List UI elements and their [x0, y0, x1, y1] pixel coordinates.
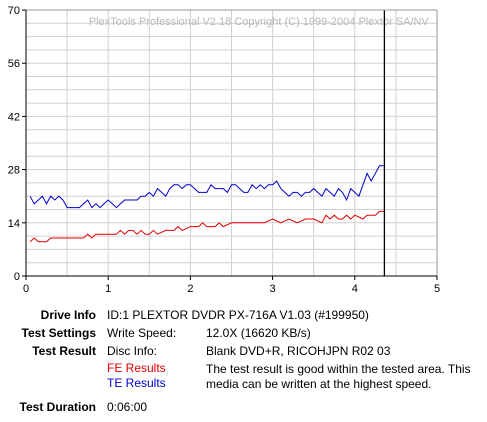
- error-chart: PlexTools Professional V2.18 Copyright (…: [8, 5, 440, 295]
- y-tick-label: 42: [8, 111, 20, 123]
- x-tick-label: 3: [270, 283, 276, 295]
- x-tick-label: 2: [187, 283, 193, 295]
- test-info-panel: Drive Info ID:1 PLEXTOR DVDR PX-716A V1.…: [0, 306, 487, 416]
- y-tick-label: 70: [8, 5, 20, 17]
- test-duration-value: 0:06:00: [107, 400, 148, 414]
- test-settings-label: Test Settings: [21, 326, 96, 340]
- x-tick-label: 1: [105, 283, 111, 295]
- x-tick-label: 0: [23, 283, 29, 295]
- test-result-label: Test Result: [32, 344, 96, 358]
- disc-info-value: Blank DVD+R, RICOHJPN R02 03: [206, 344, 391, 358]
- write-speed-key: Write Speed:: [107, 326, 177, 340]
- y-tick-label: 14: [8, 218, 20, 230]
- y-tick-label: 28: [8, 165, 20, 177]
- drive-info-value: ID:1 PLEXTOR DVDR PX-716A V1.03 (#199950…: [107, 308, 369, 322]
- drive-info-row: Drive Info ID:1 PLEXTOR DVDR PX-716A V1.…: [0, 306, 487, 324]
- test-duration-label: Test Duration: [19, 400, 96, 414]
- series-line-fe-results: [29, 210, 384, 243]
- test-duration-row: Test Duration 0:06:00: [0, 398, 487, 416]
- chart-svg: PlexTools Professional V2.18 Copyright (…: [8, 5, 440, 295]
- drive-info-label: Drive Info: [40, 308, 96, 322]
- fe-results-legend: FE Results: [107, 361, 166, 375]
- x-tick-label: 5: [434, 283, 440, 295]
- y-tick-label: 56: [8, 58, 20, 70]
- watermark-text: PlexTools Professional V2.18 Copyright (…: [89, 16, 430, 28]
- te-results-legend: TE Results: [107, 376, 166, 390]
- test-settings-row: Test Settings Write Speed: 12.0X (16620 …: [0, 324, 487, 342]
- legend-message-row: FE Results TE Results The test result is…: [0, 360, 487, 394]
- test-result-row: Test Result Disc Info: Blank DVD+R, RICO…: [0, 342, 487, 360]
- result-message: The test result is good within the teste…: [206, 362, 471, 391]
- y-tick-label: 0: [14, 271, 20, 283]
- series-line-te-results: [29, 165, 384, 209]
- x-tick-label: 4: [352, 283, 358, 295]
- write-speed-value: 12.0X (16620 KB/s): [206, 326, 311, 340]
- disc-info-key: Disc Info:: [107, 344, 158, 358]
